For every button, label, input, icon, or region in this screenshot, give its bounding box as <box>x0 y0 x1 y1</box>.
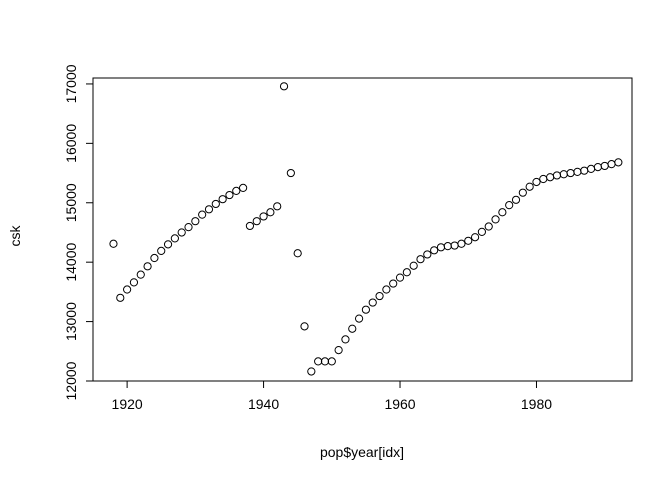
y-tick-label: 14000 <box>63 243 79 282</box>
data-point <box>211 199 220 209</box>
data-point <box>525 182 534 191</box>
y-tick-label: 12000 <box>63 361 79 400</box>
data-point <box>573 167 582 176</box>
data-point <box>341 335 350 344</box>
data-point <box>252 217 261 226</box>
x-tick-label: 1960 <box>384 396 415 412</box>
data-point <box>170 234 179 243</box>
data-point <box>327 357 336 366</box>
y-tick-label: 13000 <box>63 302 79 341</box>
y-axis: 12000 13000 14000 15000 16000 17000 <box>63 64 94 400</box>
data-point <box>300 322 309 331</box>
x-tick-label: 1980 <box>521 396 552 412</box>
y-axis-label: csk <box>7 225 23 247</box>
data-point <box>580 166 589 175</box>
data-point <box>375 291 384 301</box>
y-tick-label: 15000 <box>63 183 79 222</box>
data-point <box>150 253 159 263</box>
data-point <box>546 173 555 182</box>
data-point <box>286 168 295 178</box>
data-point <box>423 250 432 259</box>
y-tick-label: 16000 <box>63 124 79 163</box>
data-point <box>157 246 166 255</box>
data-points <box>109 82 623 376</box>
data-point <box>354 314 364 323</box>
data-point <box>266 208 275 217</box>
data-point <box>368 298 377 307</box>
data-point <box>348 324 357 333</box>
data-point <box>143 262 152 271</box>
data-point <box>586 164 596 173</box>
data-point <box>314 357 323 366</box>
data-point <box>436 243 446 252</box>
data-point <box>552 171 562 180</box>
data-point <box>443 242 452 251</box>
data-point <box>470 233 480 242</box>
data-point <box>457 239 466 248</box>
data-point <box>600 161 609 171</box>
data-point <box>430 246 439 255</box>
data-point <box>607 160 616 169</box>
data-point <box>109 239 118 248</box>
data-point <box>239 183 248 193</box>
data-point <box>389 279 398 288</box>
data-point <box>409 261 418 270</box>
data-point <box>566 168 575 178</box>
data-point <box>259 212 268 221</box>
data-point <box>320 357 330 366</box>
data-point <box>129 278 139 287</box>
data-point <box>136 270 145 279</box>
data-point <box>491 215 500 224</box>
data-point <box>416 255 425 264</box>
data-point <box>307 367 316 376</box>
data-point <box>477 227 486 236</box>
x-tick-label: 1940 <box>248 396 279 412</box>
plot-frame <box>92 77 633 382</box>
data-point <box>116 293 125 302</box>
data-point <box>204 205 214 214</box>
data-point <box>382 285 391 294</box>
data-point <box>198 210 207 219</box>
data-point <box>191 217 200 226</box>
data-point <box>450 241 459 250</box>
data-point <box>163 240 173 249</box>
data-point <box>484 222 493 231</box>
data-point <box>614 158 623 167</box>
data-point <box>395 273 405 282</box>
data-point <box>279 82 289 91</box>
data-point <box>123 285 132 294</box>
data-point <box>464 236 473 245</box>
data-point <box>532 177 541 187</box>
data-point <box>293 249 302 258</box>
data-point <box>218 195 227 204</box>
data-point <box>273 202 282 211</box>
data-point <box>225 190 234 200</box>
data-point <box>177 228 186 237</box>
data-point <box>334 346 343 355</box>
data-point <box>245 221 255 231</box>
data-point <box>593 163 602 172</box>
y-tick-label: 17000 <box>63 64 79 103</box>
data-point <box>539 174 548 184</box>
data-point <box>498 208 507 217</box>
data-point <box>184 223 193 232</box>
data-point <box>232 186 241 195</box>
data-point <box>505 201 514 210</box>
x-axis-label: pop$year[idx] <box>320 444 404 460</box>
data-point <box>518 188 527 197</box>
data-point <box>511 195 521 204</box>
data-point <box>361 305 371 314</box>
data-point <box>402 268 411 277</box>
data-point <box>559 170 568 179</box>
x-tick-label: 1920 <box>112 396 143 412</box>
x-axis: 1920 1940 1960 1980 <box>112 380 552 412</box>
